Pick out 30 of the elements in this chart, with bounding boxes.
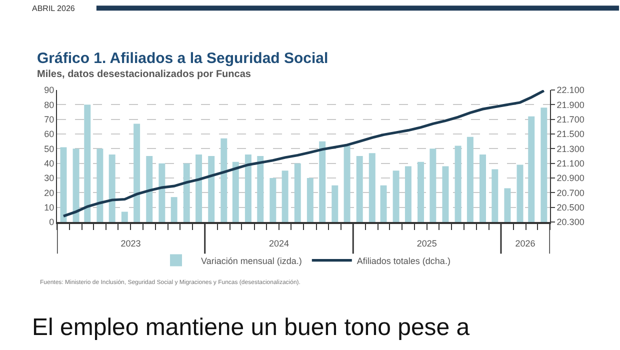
legend-label: Afiliados totales (dcha.) [356,256,450,266]
x-tick-label: 2026 [515,238,536,249]
y-tick-label: 10 [44,202,54,212]
x-tick-label: 2024 [268,238,290,249]
y2-tick-label: 22.100 [556,85,584,96]
y-tick-label: 0 [49,217,54,228]
y-tick-label: 60 [44,129,54,140]
y2-tick-label: 21.700 [556,114,584,124]
y-tick-label: 50 [44,144,54,154]
x-tick-label: 2023 [120,238,141,249]
y2-tick-label: 21.300 [556,144,584,154]
y2-tick-label: 21.100 [556,158,584,168]
y-tick-label: 80 [44,100,54,110]
y-tick-label: 30 [44,173,54,184]
y2-tick-label: 20.700 [556,188,584,198]
y2-tick-label: 20.900 [556,173,584,184]
legend-label: Variación mensual (izda.) [201,256,302,266]
y-tick-label: 90 [44,85,54,96]
x-tick-label: 2025 [416,238,437,249]
text: El empleo mantiene un buen tono pese a [32,314,470,341]
y2-tick-label: 21.500 [556,129,584,140]
chart-title: Gráfico 1. Afiliados a la Seguridad Social [37,50,328,67]
y2-tick-label: 20.500 [556,202,584,212]
text: ABRIL 2026 [32,4,76,13]
y-tick-label: 40 [44,158,54,168]
y2-tick-label: 21.900 [556,100,584,110]
y-tick-label: 20 [44,188,54,198]
y2-tick-label: 20.300 [556,217,584,228]
y-tick-label: 70 [44,114,54,124]
chart-subtitle: Miles, datos desestacionalizados por Funcas [37,69,252,80]
